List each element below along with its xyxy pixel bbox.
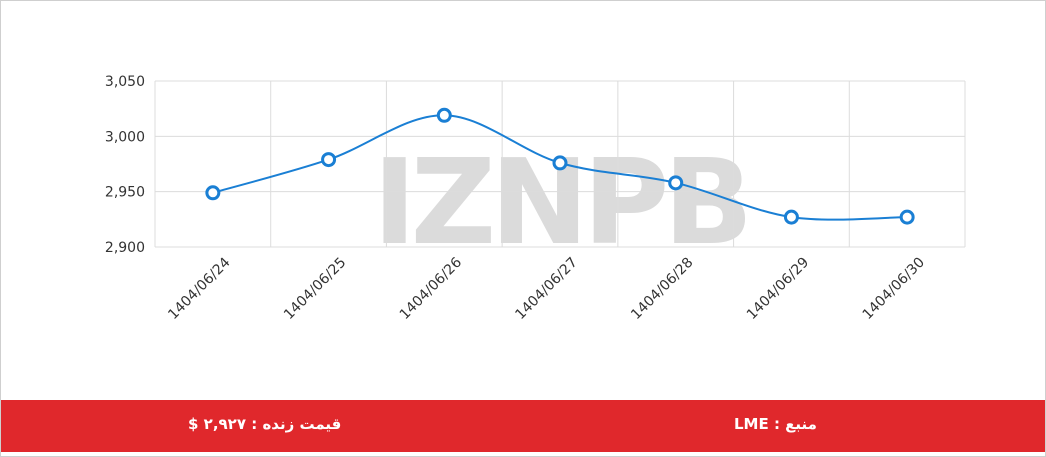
x-tick-label: 1404/06/29 [744,255,812,323]
x-tick-label: 1404/06/30 [860,255,928,323]
point [899,209,915,225]
point [205,185,221,201]
point [321,152,337,168]
watermark: IZNPB [373,133,748,271]
point [668,175,684,191]
point [783,209,799,225]
x-tick-label: 1404/06/25 [281,255,349,323]
point [436,107,452,123]
y-tick-label: 3,050 [105,74,145,90]
live-price: قیمت زنده : ۲,۹۲۷ $ [188,415,342,433]
point [552,155,568,171]
y-tick-label: 2,950 [105,185,145,201]
footer-bar: قیمت زنده : ۲,۹۲۷ $ منبع : LME [1,400,1045,452]
y-tick-label: 3,000 [105,129,145,145]
y-tick-label: 2,900 [105,240,145,256]
source: منبع : LME [734,415,817,433]
x-tick-label: 1404/06/24 [165,254,233,322]
